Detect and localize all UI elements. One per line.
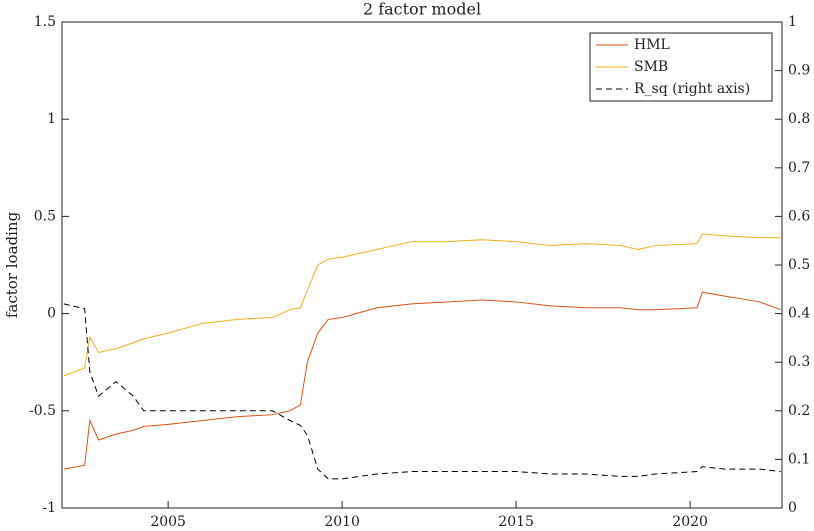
legend-label: SMB — [634, 59, 668, 75]
y2-tick-label: 0.7 — [788, 160, 810, 176]
legend-label: R_sq (right axis) — [634, 81, 750, 97]
y2-tick-label: 0.1 — [788, 451, 810, 467]
series-line — [63, 303, 781, 480]
x-tick-label: 2005 — [150, 514, 186, 530]
chart-title: 2 factor model — [363, 0, 481, 19]
y2-tick-label: 0.3 — [788, 354, 810, 370]
y-axis-label: factor loading — [3, 211, 21, 318]
y2-tick-label: 0.9 — [788, 63, 810, 79]
y-tick-label: -1 — [42, 500, 56, 516]
series-line — [63, 291, 781, 470]
y-tick-label: 1 — [47, 111, 56, 127]
y2-tick-label: 1 — [788, 14, 797, 30]
y-tick-label: 1.5 — [34, 14, 56, 30]
y2-tick-label: 0.8 — [788, 111, 810, 127]
y2-tick-label: 0 — [788, 500, 797, 516]
x-tick-label: 2015 — [498, 514, 534, 530]
y-tick-label: 0 — [47, 306, 56, 322]
y2-tick-label: 0.5 — [788, 257, 810, 273]
y2-tick-label: 0.2 — [788, 403, 810, 419]
y-tick-label: -0.5 — [29, 403, 56, 419]
x-tick-label: 2010 — [324, 514, 360, 530]
legend-label: HML — [634, 37, 670, 53]
series-line — [63, 233, 781, 377]
x-tick-label: 2020 — [672, 514, 708, 530]
y2-tick-label: 0.6 — [788, 208, 810, 224]
y2-tick-label: 0.4 — [788, 306, 810, 322]
y-tick-label: 0.5 — [34, 208, 56, 224]
